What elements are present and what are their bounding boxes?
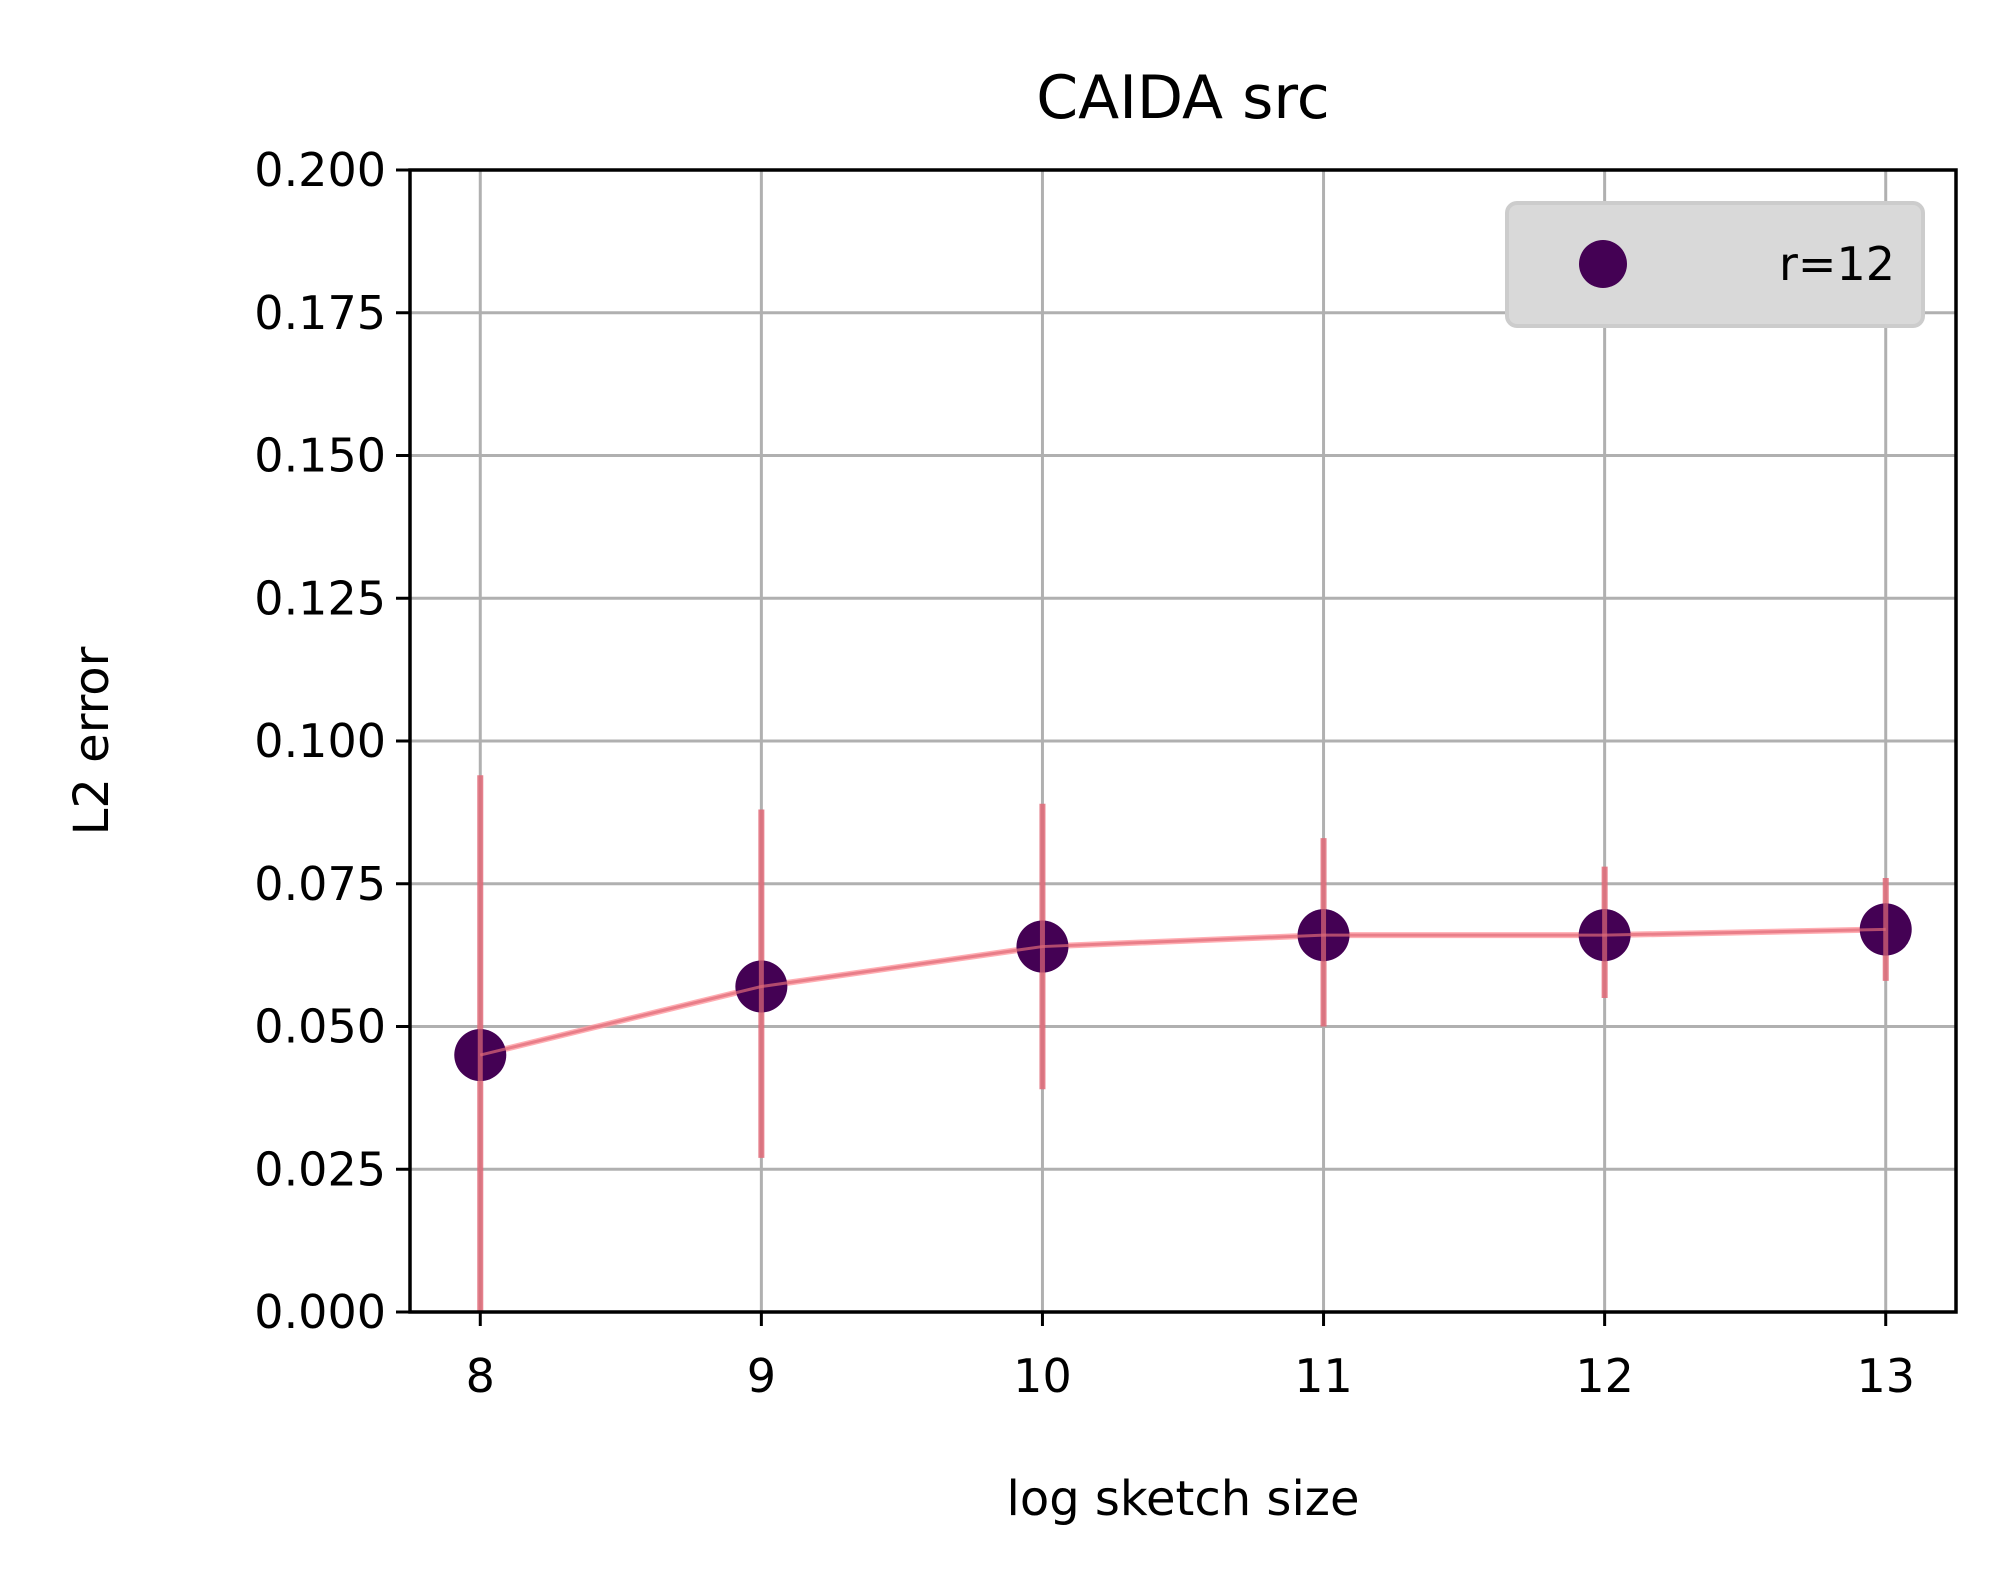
series-line-layer — [479, 926, 1886, 1058]
y-tick-label: 0.050 — [254, 1000, 386, 1054]
x-tick-label: 10 — [1013, 1349, 1072, 1403]
legend-label: r=12 — [1779, 237, 1895, 291]
y-tick-label: 0.025 — [254, 1142, 386, 1196]
y-tick-label: 0.125 — [254, 571, 386, 625]
x-tick-label: 11 — [1294, 1349, 1353, 1403]
chart-title: CAIDA src — [1036, 63, 1330, 133]
series-line — [479, 926, 1886, 1058]
marker-layer — [454, 903, 1912, 1082]
x-tick-label: 12 — [1575, 1349, 1634, 1403]
errorbar-layer — [477, 775, 1889, 1312]
x-tick-label: 9 — [747, 1349, 776, 1403]
y-tick-label: 0.100 — [254, 714, 386, 768]
y-tick-label: 0.150 — [254, 429, 386, 483]
axis-ticks: 8 9 10 11 12 13 0.000 0.025 0.050 0.075 0.100 0.125… — [254, 143, 1915, 1403]
x-axis-label: log sketch size — [1006, 1471, 1359, 1527]
y-tick-label: 0.000 — [254, 1285, 386, 1339]
x-tick-label: 13 — [1856, 1349, 1915, 1403]
legend: r=12 — [1505, 201, 1925, 328]
series-line-overlay — [479, 927, 1886, 1057]
legend-marker — [1579, 240, 1627, 288]
grid — [410, 168, 1956, 1314]
y-axis-label: L2 error — [64, 646, 120, 835]
x-tick-label: 8 — [466, 1349, 495, 1403]
legend-box — [1505, 201, 1925, 328]
y-tick-label: 0.200 — [254, 143, 386, 197]
y-tick-label: 0.175 — [254, 286, 386, 340]
y-tick-label: 0.075 — [254, 857, 386, 911]
